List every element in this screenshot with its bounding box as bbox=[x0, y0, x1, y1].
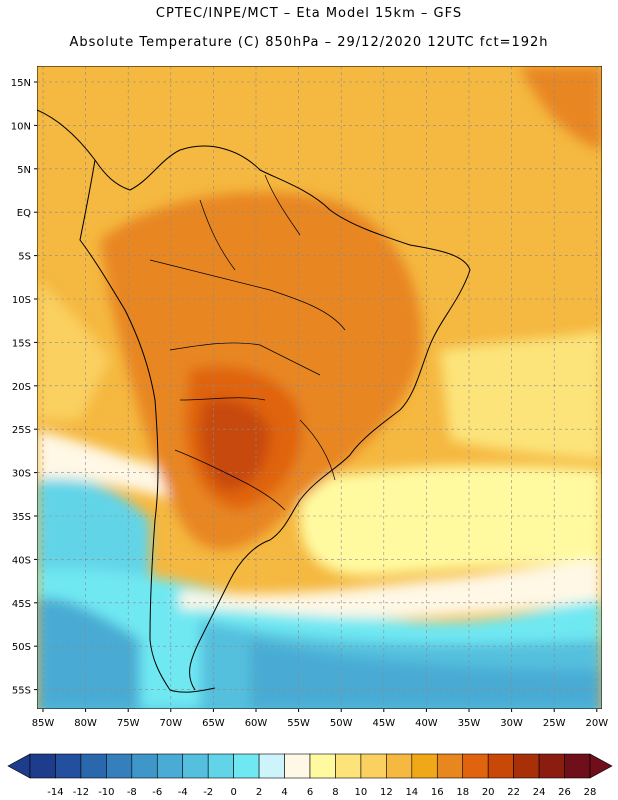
latitude-label: 20S bbox=[12, 382, 31, 393]
latitude-label: 30S bbox=[12, 469, 31, 480]
colorbar-swatch bbox=[309, 753, 336, 779]
color-scale-bar: -14 -12 -10 -8 -6 -4 -2 0 2 4 6 8 10 12 14 16 18 20 22 24 26… bbox=[7, 753, 613, 798]
colorbar-swatch bbox=[462, 753, 489, 779]
country-borders bbox=[149, 174, 346, 511]
longitude-label: 50W bbox=[330, 718, 353, 729]
colorbar-swatch bbox=[360, 753, 387, 779]
latitude-label: 5S bbox=[18, 252, 31, 263]
colorbar-swatch bbox=[284, 753, 311, 779]
latitude-label: 10S bbox=[12, 295, 31, 306]
latitude-label: 35S bbox=[12, 512, 31, 523]
colorbar-swatch bbox=[182, 753, 209, 779]
colorbar-label: 4 bbox=[281, 787, 287, 798]
longitude-label: 65W bbox=[202, 718, 225, 729]
map-title-line-1: CPTEC/INPE/MCT – Eta Model 15km – GFS bbox=[155, 6, 463, 21]
colorbar-swatch bbox=[436, 753, 464, 779]
colorbar-swatch bbox=[258, 753, 285, 779]
colorbar-label: 24 bbox=[533, 787, 546, 798]
latitude-label: 15S bbox=[12, 338, 31, 349]
colorbar-label: 18 bbox=[456, 787, 469, 798]
colorbar-label: 20 bbox=[482, 787, 495, 798]
colorbar-swatch bbox=[207, 753, 234, 779]
colorbar-label: -10 bbox=[98, 787, 114, 798]
colorbar-swatch bbox=[335, 753, 362, 779]
colorbar-label: 0 bbox=[230, 787, 236, 798]
colorbar-label: -4 bbox=[178, 787, 188, 798]
map-title-line-2: Absolute Temperature (C) 850hPa – 29/12/… bbox=[69, 35, 549, 50]
colorbar-swatch bbox=[106, 753, 133, 779]
colorbar-swatch bbox=[487, 753, 514, 779]
colorbar-swatch bbox=[131, 753, 158, 779]
latitude-label: 50S bbox=[12, 642, 31, 653]
colorbar-swatch bbox=[156, 753, 184, 779]
longitude-label: 60W bbox=[245, 718, 268, 729]
latitude-label: 25S bbox=[12, 425, 31, 436]
longitude-label: 85W bbox=[32, 718, 55, 729]
colorbar-label: 2 bbox=[256, 787, 262, 798]
colorbar-label: 8 bbox=[332, 787, 338, 798]
latitude-label: 5N bbox=[17, 165, 31, 176]
temperature-field bbox=[37, 66, 602, 709]
colorbar-swatch bbox=[386, 753, 413, 779]
latitude-label: 10N bbox=[11, 121, 31, 132]
colorbar-swatch bbox=[538, 753, 565, 779]
colorbar-min-arrow bbox=[7, 753, 31, 779]
coastlines bbox=[37, 109, 471, 693]
longitude-label: 80W bbox=[74, 718, 97, 729]
longitude-label: 20W bbox=[585, 718, 608, 729]
latitude-label: 45S bbox=[12, 599, 31, 610]
colorbar-swatch bbox=[513, 753, 540, 779]
colorbar-swatch bbox=[29, 753, 56, 779]
longitude-axis: 85W 80W 75W 70W 65W 60W 55W 50W 45W 40W 35W 30W 25W 2… bbox=[32, 709, 608, 729]
longitude-label: 40W bbox=[415, 718, 438, 729]
graticule bbox=[37, 66, 602, 709]
latitude-label: 55S bbox=[12, 686, 31, 697]
longitude-label: 55W bbox=[287, 718, 310, 729]
colorbar-label: 16 bbox=[431, 787, 444, 798]
colorbar-label: 12 bbox=[380, 787, 393, 798]
latitude-label: 15N bbox=[11, 78, 31, 89]
colorbar-label: 6 bbox=[307, 787, 313, 798]
latitude-axis: 15N 10N 5N EQ 5S 10S 15S 20S 25S 30S 35S 40S 45S 50S 5… bbox=[11, 78, 37, 697]
longitude-label: 35W bbox=[458, 718, 481, 729]
colorbar-label: -14 bbox=[47, 787, 63, 798]
colorbar-label: 22 bbox=[507, 787, 520, 798]
longitude-label: 75W bbox=[117, 718, 140, 729]
colorbar-label: -12 bbox=[73, 787, 89, 798]
longitude-label: 30W bbox=[500, 718, 523, 729]
colorbar-label: 10 bbox=[355, 787, 368, 798]
colorbar-label: 14 bbox=[405, 787, 418, 798]
colorbar-swatch bbox=[80, 753, 107, 779]
longitude-label: 25W bbox=[543, 718, 566, 729]
latitude-label: 40S bbox=[12, 555, 31, 566]
colorbar-max-arrow bbox=[589, 753, 613, 779]
colorbar-label: -2 bbox=[203, 787, 213, 798]
longitude-label: 70W bbox=[159, 718, 182, 729]
colorbar-label: 28 bbox=[584, 787, 597, 798]
colorbar-label: -8 bbox=[127, 787, 137, 798]
colorbar-swatch bbox=[233, 753, 260, 779]
colorbar-swatch bbox=[411, 753, 438, 779]
colorbar-swatch bbox=[564, 753, 591, 779]
colorbar-label: 26 bbox=[558, 787, 571, 798]
colorbar-label: -6 bbox=[152, 787, 162, 798]
colorbar-swatch bbox=[55, 753, 82, 779]
latitude-label: EQ bbox=[17, 208, 31, 219]
longitude-label: 45W bbox=[372, 718, 395, 729]
